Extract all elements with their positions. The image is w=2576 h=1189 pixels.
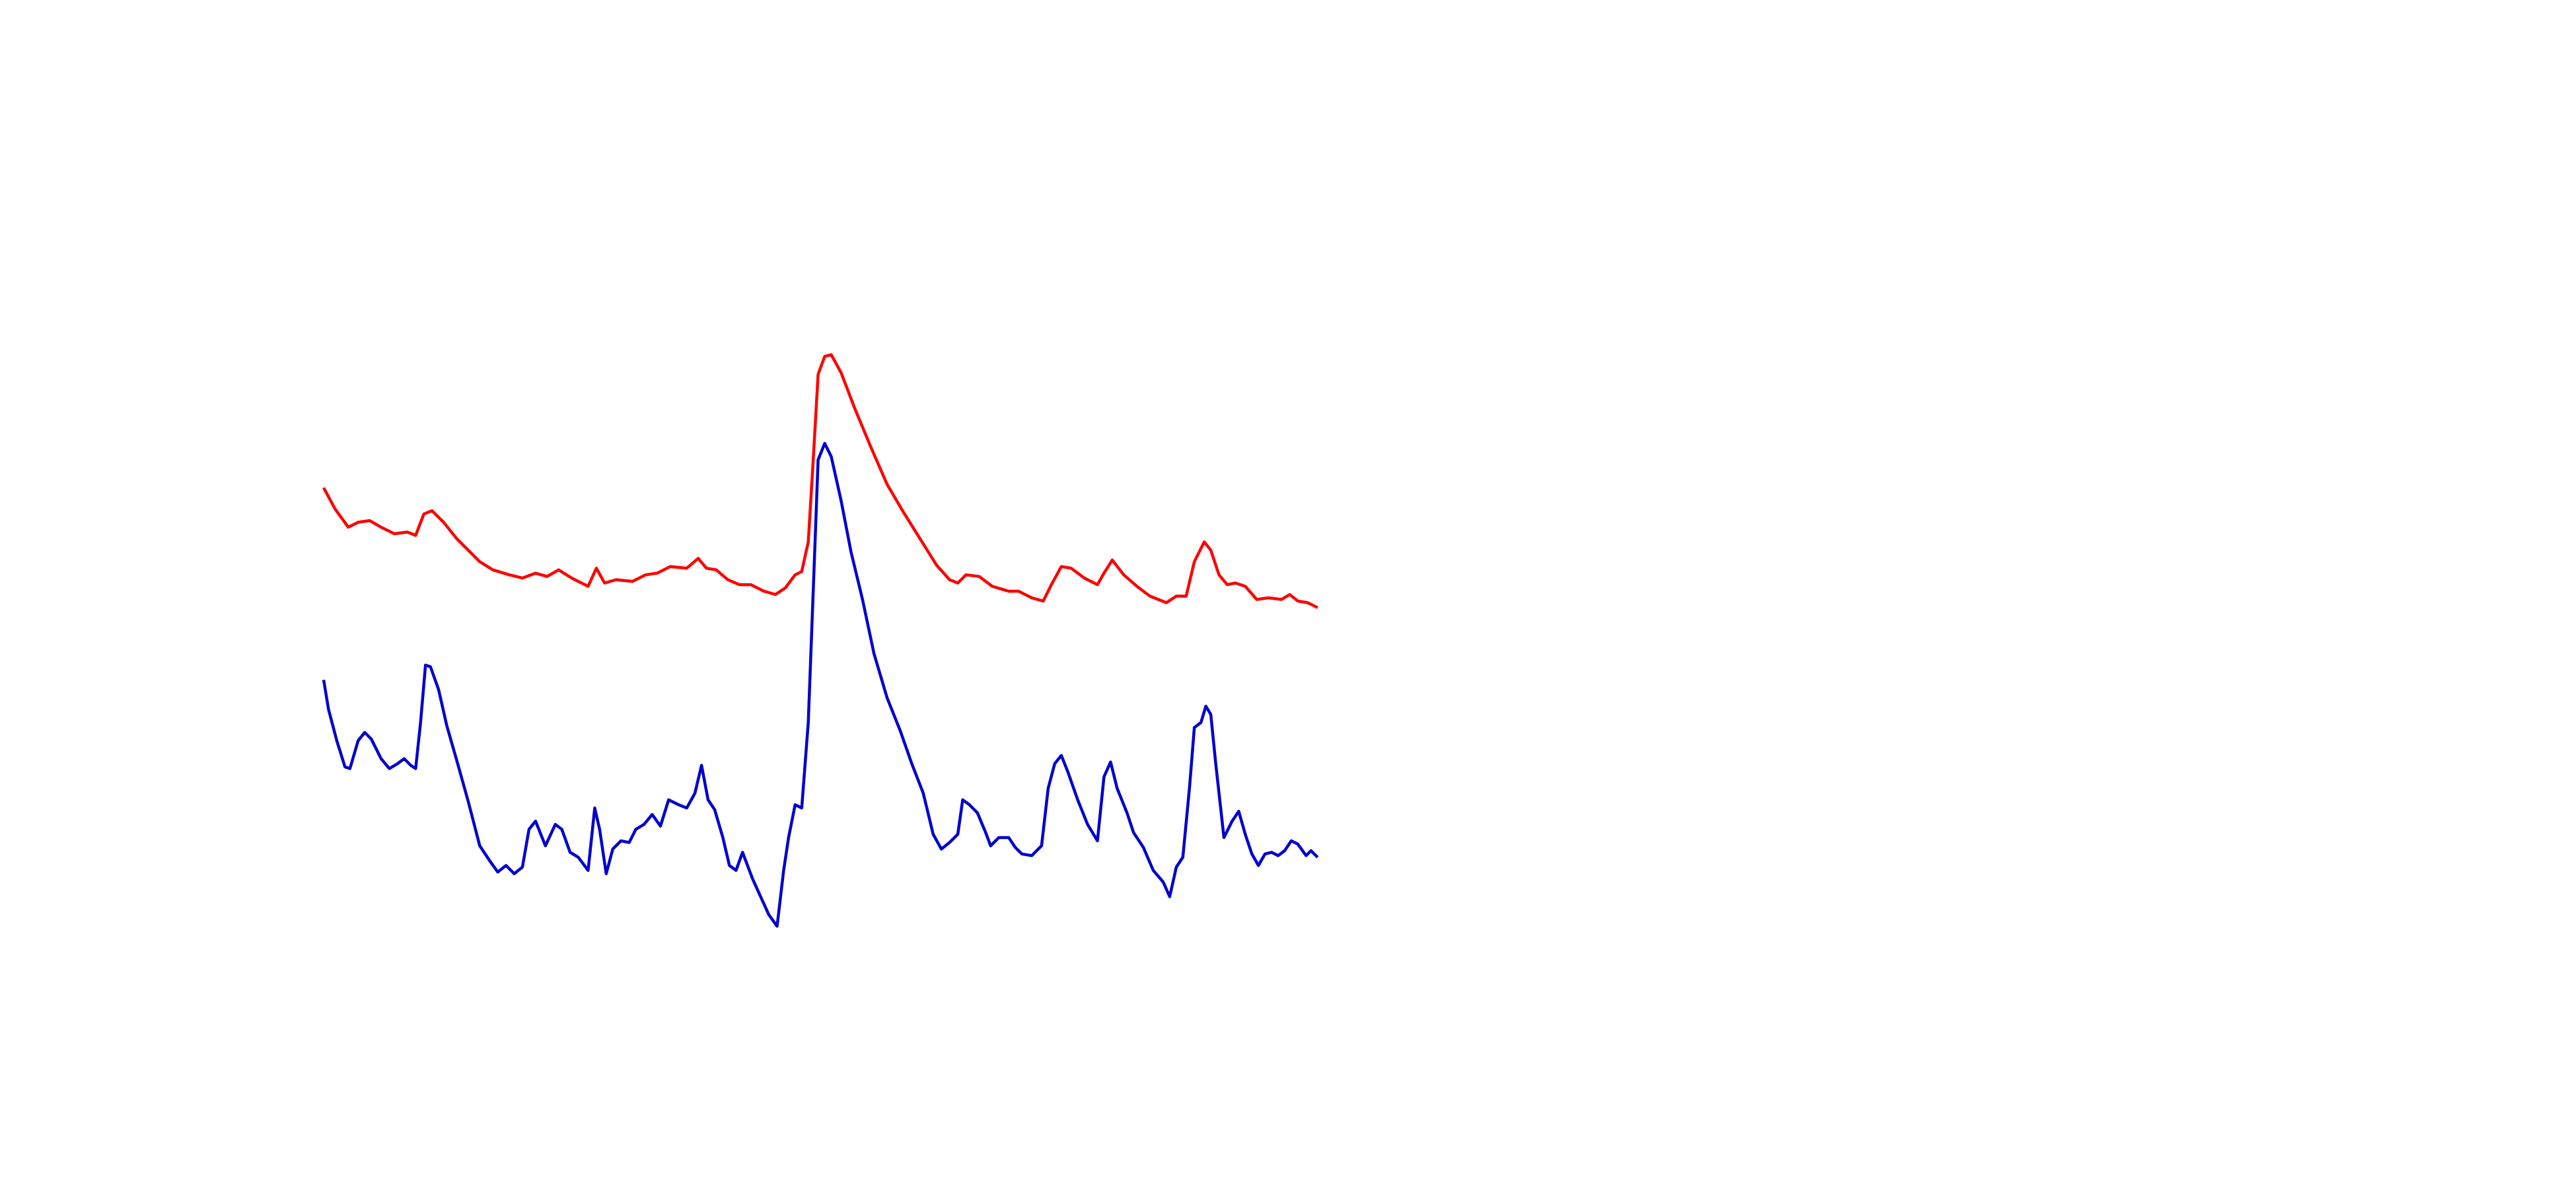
line-series: [322, 353, 1318, 609]
line-series: [322, 442, 1319, 928]
